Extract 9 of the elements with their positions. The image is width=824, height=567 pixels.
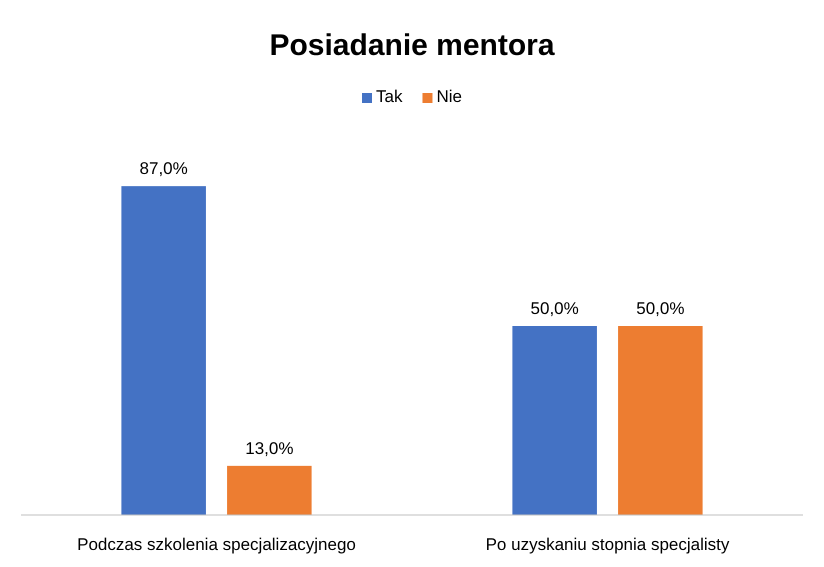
- x-tick-label: Po uzyskaniu stopnia specjalisty: [486, 535, 730, 554]
- data-label: 87,0%: [140, 159, 188, 178]
- chart-title: Posiadanie mentora: [269, 29, 555, 62]
- legend-label: Tak: [376, 87, 403, 106]
- legend-label: Nie: [436, 87, 462, 106]
- x-tick-label: Podczas szkolenia specjalizacyjnego: [77, 535, 356, 554]
- data-label: 50,0%: [636, 299, 684, 318]
- data-label: 13,0%: [245, 438, 294, 458]
- data-label: 50,0%: [530, 299, 579, 318]
